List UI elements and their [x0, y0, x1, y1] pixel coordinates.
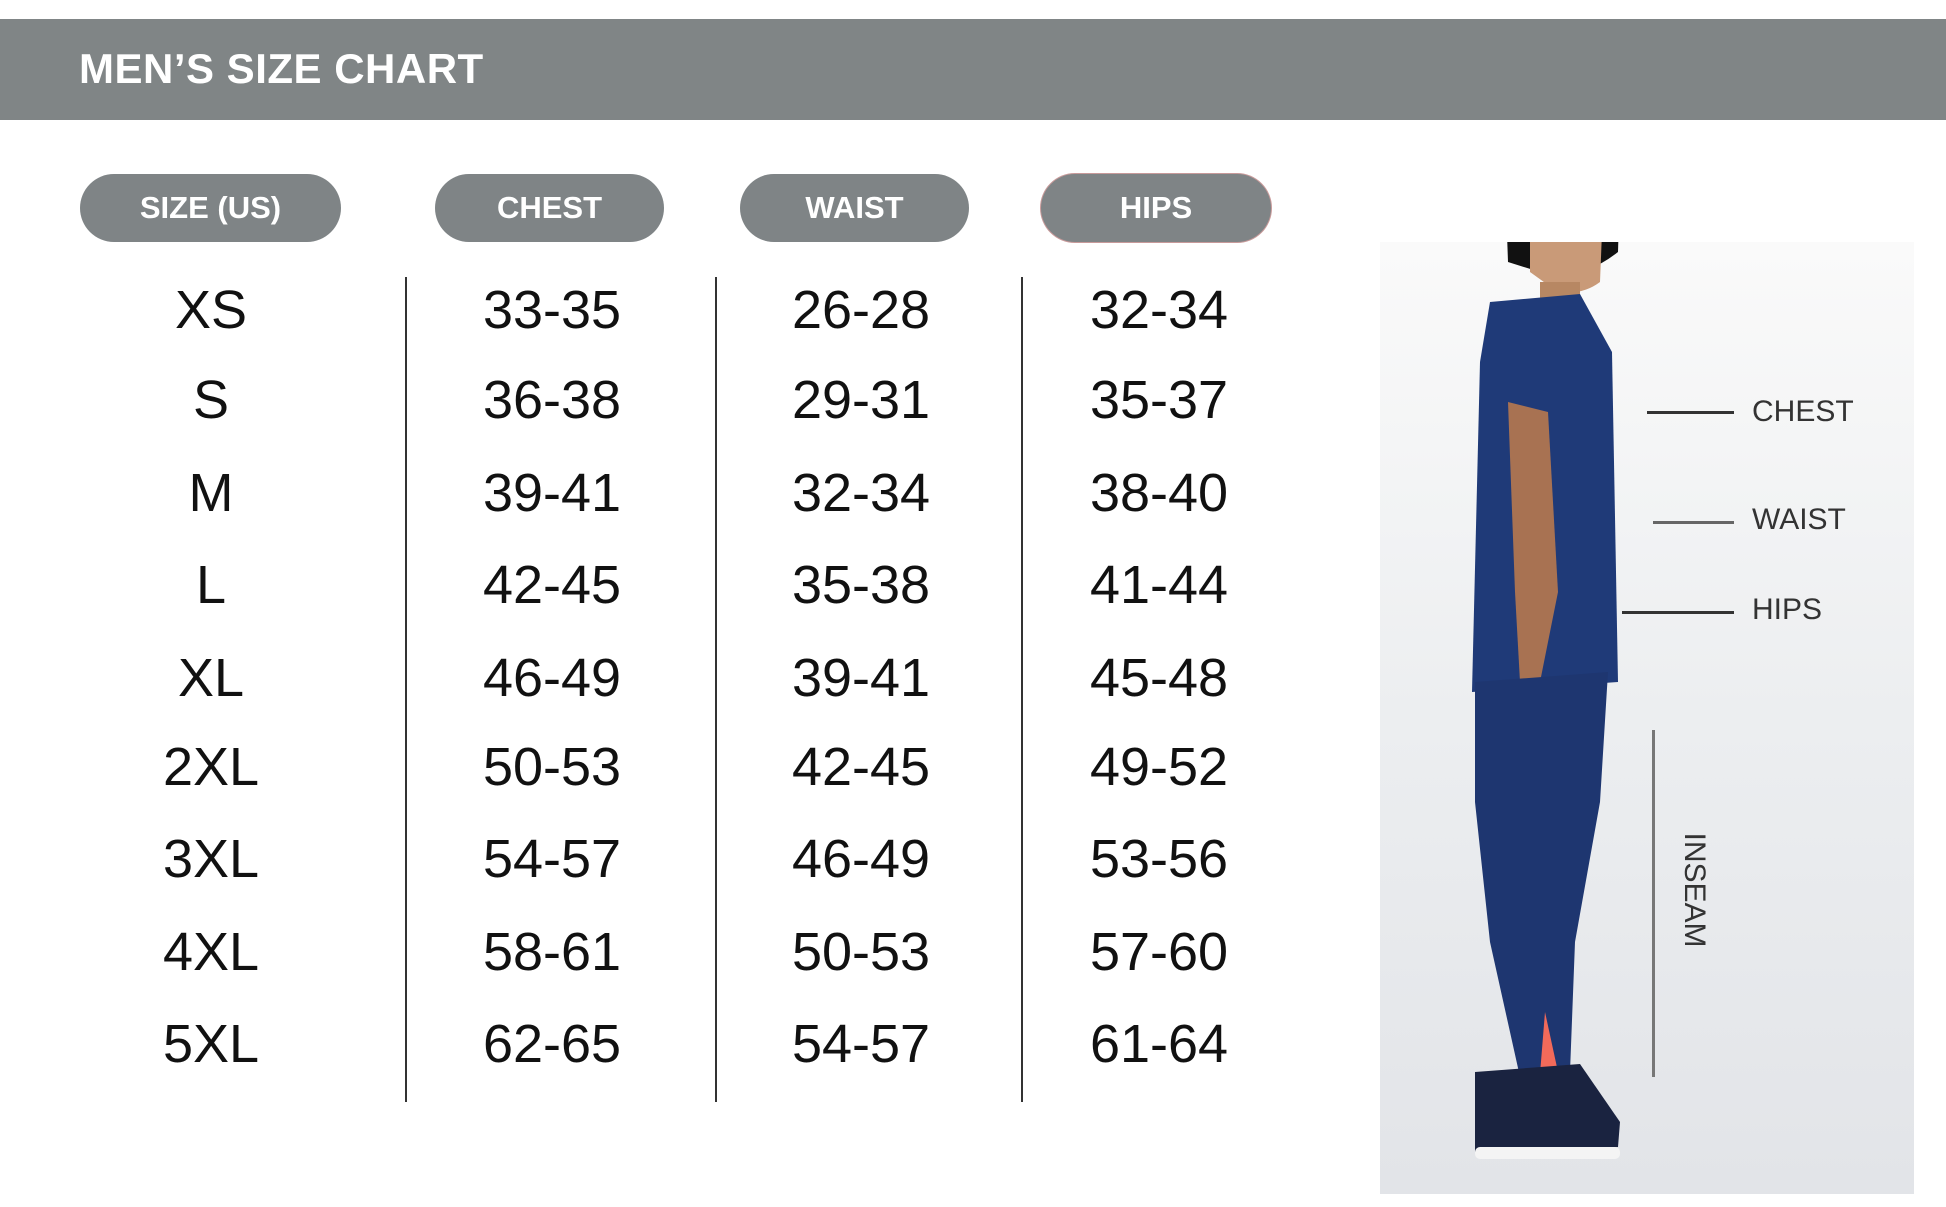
cell-waist: 29-31	[791, 370, 931, 430]
column-divider	[1021, 277, 1023, 1102]
cell-hips: 38-40	[1089, 463, 1229, 523]
cell-hips: 53-56	[1089, 829, 1229, 889]
inseam-marker-line	[1652, 730, 1655, 1077]
cell-waist: 50-53	[791, 922, 931, 982]
cell-waist: 46-49	[791, 829, 931, 889]
cell-waist: 26-28	[791, 280, 931, 340]
cell-size: M	[188, 463, 234, 523]
cell-chest: 42-45	[482, 555, 622, 615]
cell-chest: 62-65	[482, 1014, 622, 1074]
cell-size: S	[192, 370, 230, 430]
cell-hips: 57-60	[1089, 922, 1229, 982]
column-header-chest: CHEST	[435, 174, 664, 242]
cell-chest: 39-41	[482, 463, 622, 523]
cell-size: L	[195, 555, 227, 615]
hips-marker-label: HIPS	[1752, 593, 1823, 626]
cell-size: 2XL	[162, 737, 260, 797]
chest-marker-line	[1647, 411, 1734, 414]
cell-waist: 32-34	[791, 463, 931, 523]
cell-hips: 35-37	[1089, 370, 1229, 430]
column-divider	[405, 277, 407, 1102]
cell-chest: 46-49	[482, 648, 622, 708]
chest-marker-label: CHEST	[1752, 395, 1854, 428]
cell-chest: 58-61	[482, 922, 622, 982]
column-header-waist: WAIST	[740, 174, 969, 242]
cell-waist: 35-38	[791, 555, 931, 615]
model-figure-image	[1472, 163, 1620, 1159]
page-title: MEN’S SIZE CHART	[79, 45, 484, 92]
cell-chest: 50-53	[482, 737, 622, 797]
cell-size: 5XL	[162, 1014, 260, 1074]
cell-size: 3XL	[162, 829, 260, 889]
cell-chest: 33-35	[482, 280, 622, 340]
hips-marker-line	[1622, 611, 1734, 614]
column-header-hips: HIPS	[1041, 174, 1271, 242]
cell-chest: 54-57	[482, 829, 622, 889]
cell-hips: 49-52	[1089, 737, 1229, 797]
cell-waist: 39-41	[791, 648, 931, 708]
model-photo	[1380, 163, 1914, 1194]
cell-chest: 36-38	[482, 370, 622, 430]
cell-hips: 41-44	[1089, 555, 1229, 615]
column-divider	[715, 277, 717, 1102]
inseam-marker-label: INSEAM	[1678, 832, 1711, 948]
cell-hips: 45-48	[1089, 648, 1229, 708]
cell-size: 4XL	[162, 922, 260, 982]
cell-waist: 54-57	[791, 1014, 931, 1074]
waist-marker-line	[1653, 521, 1734, 524]
cell-size: XS	[174, 280, 248, 340]
header-bar: MEN’S SIZE CHART	[0, 19, 1946, 120]
cell-size: XL	[177, 648, 245, 708]
column-header-size: SIZE (US)	[80, 174, 341, 242]
waist-marker-label: WAIST	[1752, 503, 1846, 536]
cell-waist: 42-45	[791, 737, 931, 797]
cell-hips: 32-34	[1089, 280, 1229, 340]
cell-hips: 61-64	[1089, 1014, 1229, 1074]
